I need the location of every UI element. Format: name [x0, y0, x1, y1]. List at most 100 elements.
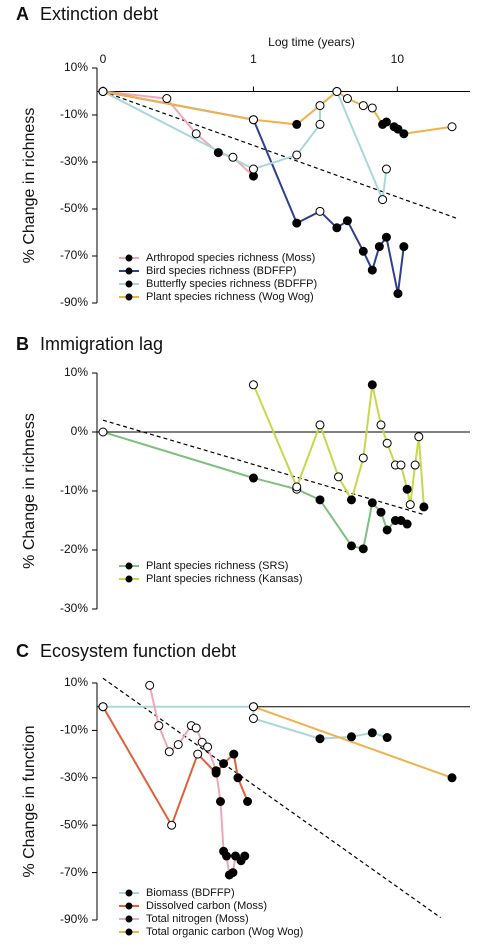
data-point: [402, 519, 412, 529]
data-point: [346, 541, 356, 551]
trend-line: [102, 90, 458, 219]
data-point: [381, 164, 391, 174]
data-point: [229, 749, 239, 759]
data-point: [393, 289, 403, 299]
legend-marker: [125, 889, 133, 897]
legend-label: Plant species richness (Wog Wog): [146, 291, 314, 303]
data-point: [248, 380, 258, 390]
data-point: [191, 723, 201, 733]
data-point: [219, 759, 229, 769]
data-point: [358, 544, 368, 554]
legend-marker: [125, 293, 133, 301]
data-point: [193, 749, 203, 759]
data-point: [367, 265, 377, 275]
data-point: [393, 124, 403, 134]
data-point: [248, 473, 258, 483]
data-point: [162, 94, 172, 104]
data-point: [211, 766, 221, 776]
data-point: [98, 702, 108, 712]
y-tick-label: -30%: [60, 770, 88, 784]
legend-label: Total nitrogen (Moss): [146, 913, 249, 925]
legend-marker: [125, 575, 133, 583]
data-point: [419, 502, 429, 512]
data-point: [396, 460, 406, 470]
series-line: [102, 89, 388, 204]
data-point: [164, 747, 174, 757]
data-point: [292, 218, 302, 228]
data-point: [98, 427, 108, 437]
legend-label: Total organic carbon (Wog Wog): [146, 926, 303, 938]
y-tick-label: -10%: [60, 483, 88, 497]
y-tick-label: -90%: [60, 912, 88, 926]
data-point: [203, 742, 213, 752]
data-point: [342, 216, 352, 226]
data-point: [405, 500, 415, 510]
x-tick-label: 0: [100, 52, 107, 66]
data-point: [243, 797, 253, 806]
data-point: [315, 101, 325, 111]
y-tick-label: 0%: [71, 424, 89, 438]
legend-marker: [125, 280, 133, 288]
legend-marker: [125, 902, 133, 910]
data-point: [346, 495, 356, 505]
series-line: [253, 705, 453, 779]
data-point: [98, 87, 108, 96]
data-point: [447, 773, 457, 783]
data-point: [240, 851, 250, 861]
data-point: [381, 232, 391, 242]
y-axis-label: % Change in richness: [21, 108, 38, 264]
panel-label: A: [16, 4, 29, 24]
panel-title: Extinction debt: [40, 4, 158, 24]
series-line: [103, 705, 388, 740]
data-point: [382, 733, 392, 743]
data-point: [222, 851, 232, 861]
panel-title: Immigration lag: [40, 334, 163, 354]
data-point: [145, 680, 155, 690]
y-tick-label: -70%: [60, 865, 88, 879]
data-point: [315, 119, 325, 129]
data-point: [167, 820, 177, 830]
y-tick-label: -30%: [60, 154, 88, 168]
data-point: [248, 164, 258, 174]
data-point: [315, 206, 325, 216]
legend-label: Butterfly species richness (BDFFP): [146, 278, 317, 290]
data-point: [248, 714, 258, 724]
y-tick-label: 10%: [64, 365, 88, 379]
legend-marker: [125, 915, 133, 923]
y-tick-label: -90%: [60, 295, 88, 309]
data-point: [378, 195, 388, 205]
data-point: [382, 438, 392, 448]
series-line: [102, 90, 405, 294]
data-point: [233, 773, 243, 783]
y-tick-label: -50%: [60, 817, 88, 831]
data-point: [358, 246, 368, 256]
y-axis-label: % Change in richness: [21, 413, 38, 569]
legend-label: Bird species richness (BDFFP): [146, 265, 296, 277]
panel-label: C: [16, 641, 29, 661]
data-point: [358, 453, 368, 463]
data-point: [410, 460, 420, 470]
y-tick-label: -10%: [60, 107, 88, 121]
data-point: [367, 498, 377, 508]
data-point: [381, 117, 391, 127]
data-point: [292, 150, 302, 160]
y-tick-label: -20%: [60, 542, 88, 556]
data-point: [230, 851, 240, 861]
panel-title: Ecosystem function debt: [40, 641, 236, 661]
data-point: [414, 432, 424, 442]
legend-marker: [125, 928, 133, 936]
legend-marker: [125, 562, 133, 570]
data-point: [346, 732, 356, 742]
legend-marker: [125, 254, 133, 262]
legend-label: Plant species richness (SRS): [146, 560, 288, 572]
data-point: [191, 129, 201, 139]
y-tick-label: -50%: [60, 201, 88, 215]
y-tick-label: -30%: [60, 601, 88, 615]
data-point: [292, 119, 302, 129]
y-tick-label: -70%: [60, 248, 88, 262]
y-axis-label: % Change in function: [21, 725, 38, 877]
data-point: [332, 223, 342, 233]
data-point: [376, 507, 386, 517]
